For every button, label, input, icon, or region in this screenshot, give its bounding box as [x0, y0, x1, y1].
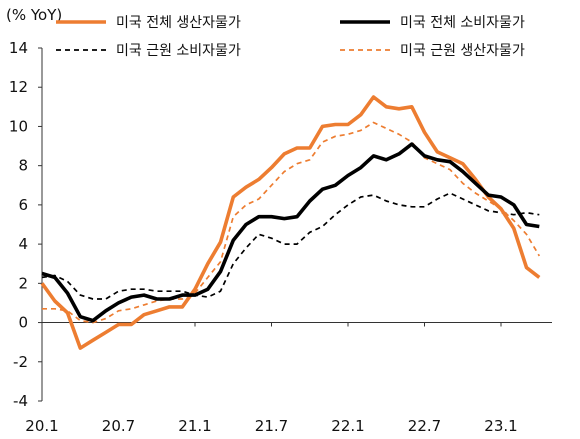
- y-tick-label: -4: [13, 392, 28, 410]
- series-line-4: [42, 121, 541, 324]
- y-tick-label: 2: [18, 274, 28, 292]
- x-tick-label: 22.1: [331, 417, 364, 435]
- y-tick-label: 4: [18, 235, 28, 253]
- y-tick-label: 6: [18, 196, 28, 214]
- x-tick-label: 20.7: [102, 417, 135, 435]
- legend-label-2: 미국 전체 소비자물가: [400, 15, 525, 31]
- legend-label-3: 미국 근원 소비자물가: [116, 43, 241, 59]
- y-tick-label: -2: [13, 353, 28, 371]
- y-tick-label: 14: [9, 39, 28, 57]
- x-axis-ticks: 20.1 20.7 21.1 21.7 22.1 22.7 23.1: [25, 322, 518, 435]
- legend-label-4: 미국 근원 생산자물가: [400, 43, 525, 59]
- y-tick-label: 12: [9, 78, 28, 96]
- y-tick-label: 8: [18, 157, 28, 175]
- series-line-2: [41, 142, 540, 323]
- series-line-1: [40, 95, 541, 350]
- axes: [41, 48, 552, 401]
- x-tick-label: 20.1: [25, 417, 58, 435]
- x-tick-label: 21.7: [255, 417, 288, 435]
- y-tick-label: 10: [9, 117, 28, 135]
- legend-label-1: 미국 전체 생산자물가: [116, 15, 241, 31]
- y-tick-label: 0: [18, 314, 28, 332]
- y-axis-unit-label: (% YoY): [6, 6, 62, 24]
- y-axis-ticks: -4 -2 0 2 4 6 8 10 12 14: [9, 39, 42, 410]
- x-tick-label: 23.1: [484, 417, 517, 435]
- x-tick-label: 21.1: [178, 417, 211, 435]
- series-lines: [40, 95, 541, 350]
- series-line-3: [41, 192, 540, 300]
- x-tick-label: 22.7: [408, 417, 441, 435]
